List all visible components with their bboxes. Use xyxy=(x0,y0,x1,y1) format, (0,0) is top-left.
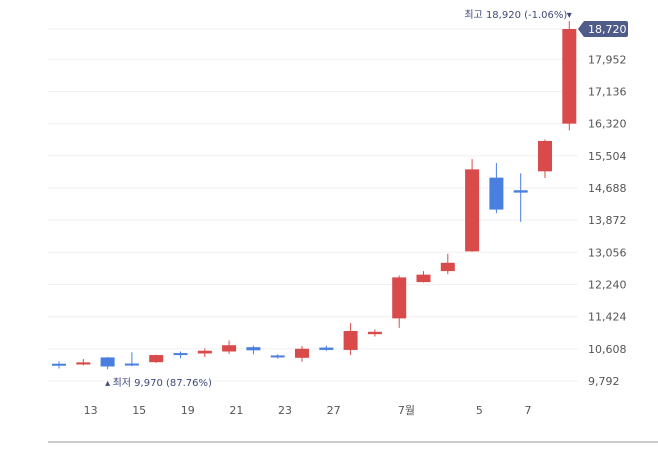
x-tick-label: 7 xyxy=(524,404,531,417)
candle-body xyxy=(416,274,431,283)
y-tick-label: 15,504 xyxy=(588,150,627,163)
last-price-badge xyxy=(578,21,628,37)
candle-body xyxy=(440,262,455,272)
candle-body xyxy=(149,355,164,363)
x-tick-label: 15 xyxy=(132,404,146,417)
candle-body xyxy=(295,348,309,358)
x-tick-label: 19 xyxy=(181,404,195,417)
y-tick-label: 14,688 xyxy=(588,182,627,195)
x-axis: 13 15 19 21 23 27 7월 5 7 xyxy=(84,404,532,417)
candle-body xyxy=(197,350,212,354)
x-tick-label: 27 xyxy=(327,404,341,417)
candle-body xyxy=(343,331,358,350)
candle-body xyxy=(100,357,115,367)
low-annotation: 최저 9,970 (87.76%) xyxy=(113,377,212,389)
candle-body xyxy=(465,169,480,252)
y-tick-label: 13,872 xyxy=(588,214,627,227)
y-tick-label: 17,136 xyxy=(588,85,627,98)
x-tick-label: 23 xyxy=(278,404,292,417)
x-tick-label: 13 xyxy=(84,404,98,417)
chart-grid xyxy=(48,28,578,382)
y-tick-label: 13,056 xyxy=(588,246,627,259)
candle-body xyxy=(538,140,552,172)
y-tick-label: 10,608 xyxy=(588,343,627,356)
candle-body xyxy=(173,353,188,356)
y-tick-label: 11,424 xyxy=(588,311,627,324)
candle-body xyxy=(489,177,504,210)
candle-body xyxy=(562,29,577,124)
y-tick-label: 17,952 xyxy=(588,53,627,66)
candle-body xyxy=(246,347,261,351)
x-tick-label: 7월 xyxy=(398,404,415,417)
x-tick-label: 5 xyxy=(476,404,483,417)
y-axis: 17,952 17,136 16,320 15,504 14,688 13,872 13,0… xyxy=(588,53,627,388)
candle-body xyxy=(52,363,66,366)
annotations: 18,720 최고 18,920 (-1.06%) ▾ ▴ 최저 9,970 (87.7… xyxy=(105,9,628,389)
candle-body xyxy=(367,331,382,335)
x-tick-label: 21 xyxy=(229,404,243,417)
candle-body xyxy=(270,355,285,358)
candles xyxy=(52,21,577,370)
y-tick-label: 12,240 xyxy=(588,278,627,291)
candle-body xyxy=(319,347,334,350)
candle-body xyxy=(124,363,139,366)
candle-body xyxy=(222,345,237,352)
last-price-label: 18,720 xyxy=(588,23,627,36)
candle-body xyxy=(76,362,91,365)
y-tick-label: 9,792 xyxy=(588,375,620,388)
candle-body xyxy=(513,190,528,193)
high-marker-icon: ▾ xyxy=(567,10,572,21)
candle-body xyxy=(392,277,407,319)
high-annotation: 최고 18,920 (-1.06%) xyxy=(464,9,567,21)
y-tick-label: 16,320 xyxy=(588,118,627,131)
low-marker-icon: ▴ xyxy=(105,378,110,389)
